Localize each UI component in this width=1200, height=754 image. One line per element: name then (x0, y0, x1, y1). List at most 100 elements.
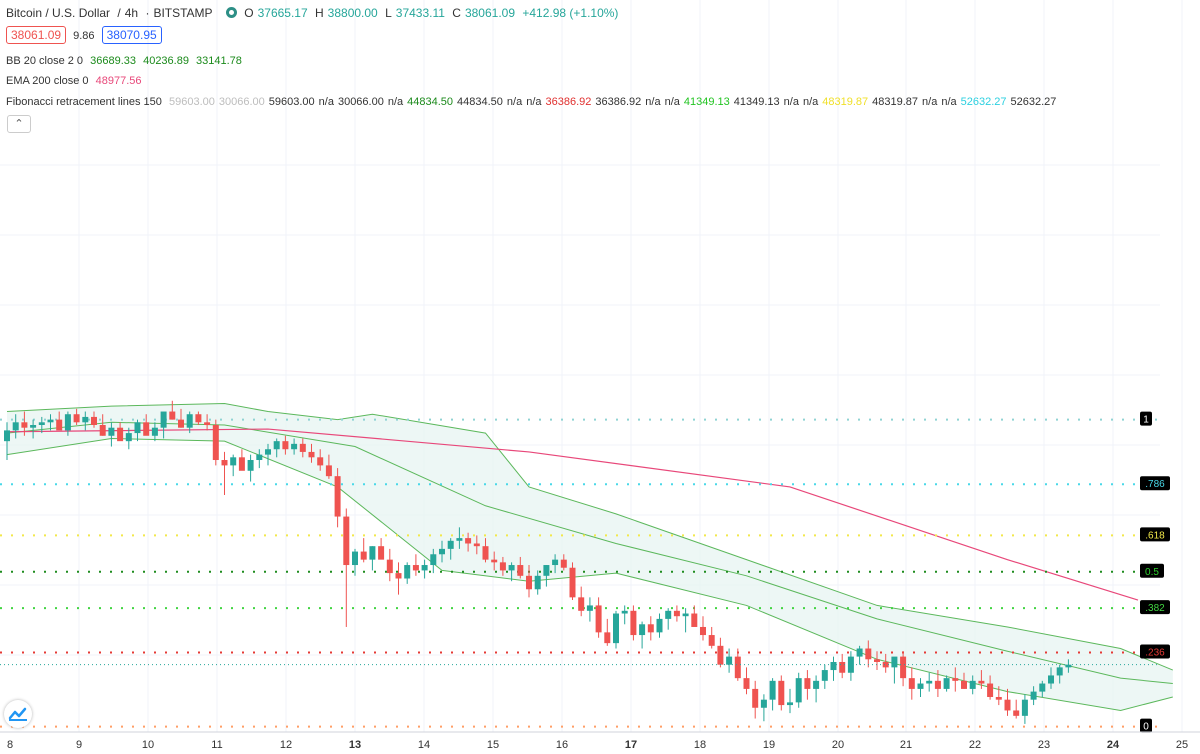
candle-body (82, 416, 89, 423)
candle-body (917, 683, 924, 689)
ema-line (6, 428, 1139, 601)
candle-body (987, 683, 994, 697)
x-tick-label: 11 (211, 739, 222, 751)
eye-icon[interactable] (225, 7, 237, 18)
candle-body (439, 548, 445, 555)
candle-body (821, 670, 828, 681)
ohlc: O 37665.17 H 38800.00 L 37433.11 C 38061.09 … (244, 6, 619, 20)
open-value: 37665.17 (257, 6, 308, 20)
candle-body (700, 626, 706, 636)
x-tick-label: 17 (625, 739, 637, 751)
candle-body (856, 648, 863, 657)
candle-body (91, 416, 97, 425)
fib-legend-value: 59603.00 (168, 96, 215, 108)
candle-body (595, 605, 602, 633)
candle-body (613, 613, 619, 644)
fib-level-tag (1140, 718, 1152, 733)
candle-body (412, 565, 419, 571)
fib-label: Fibonacci retracement lines 150 (6, 96, 162, 108)
candle-body (656, 618, 663, 633)
candle-body (839, 661, 846, 673)
x-tick-label: 22 (969, 739, 981, 751)
fib-legend-value: 48319.87 (822, 96, 869, 108)
fib-legend: Fibonacci retracement lines 150 59603.00… (6, 96, 1064, 108)
candle-body (969, 680, 976, 689)
candle-body (386, 559, 393, 574)
bid-price-box[interactable]: 38061.09 (6, 26, 67, 44)
candle-body (12, 422, 19, 431)
x-tick-label: 15 (487, 739, 499, 751)
x-tick-label: 13 (349, 739, 361, 751)
candle-body (734, 656, 741, 679)
candle-body (578, 597, 585, 611)
candle-body (195, 414, 202, 423)
candle-body (256, 454, 263, 461)
candle-body (882, 661, 889, 668)
x-tick-label: 14 (418, 739, 430, 751)
candle-body (560, 559, 567, 568)
fib-level-tag (1140, 527, 1170, 542)
price-boxes: 38061.09 9.86 38070.95 (6, 26, 166, 44)
candle-body (769, 680, 776, 700)
fib-level-label: 0.5 (1145, 567, 1159, 578)
candle-body (708, 635, 715, 646)
candle-body (830, 661, 837, 671)
bb-value-2: 40236.89 (143, 55, 189, 67)
candle-body (430, 554, 437, 566)
fib-level-label: .236 (1145, 648, 1165, 659)
candle-body (395, 573, 402, 579)
collapse-legend-button[interactable]: ⌃ (7, 115, 31, 133)
candle-body (247, 460, 254, 471)
fib-legend-value: n/a (645, 96, 661, 108)
candle-body (543, 565, 550, 576)
candle-body (795, 678, 802, 703)
fib-legend-value: 36386.92 (595, 96, 642, 108)
candle-body (151, 427, 158, 436)
candle-body (961, 680, 967, 689)
ask-price-box[interactable]: 38070.95 (101, 26, 162, 44)
candle-body (621, 610, 628, 614)
candle-body (143, 422, 150, 436)
x-tick-label: 9 (76, 739, 82, 751)
low-value: 37433.11 (395, 6, 445, 20)
candle-body (456, 538, 463, 541)
candle-body (847, 656, 854, 673)
fib-legend-value: 30066.00 (337, 96, 384, 108)
candle-body (499, 562, 506, 571)
candle-body (952, 678, 959, 681)
candle-body (691, 613, 698, 627)
fib-level-tag (1140, 644, 1170, 659)
fib-legend-value: 52632.27 (960, 96, 1007, 108)
fib-legend-value: 36386.92 (545, 96, 592, 108)
candle-body (465, 538, 472, 544)
x-tick-label: 25 (1176, 739, 1188, 751)
candle-body (30, 425, 37, 428)
candle-body (900, 656, 907, 679)
x-tick-label: 20 (832, 739, 844, 751)
candle-body (943, 678, 950, 689)
candle-body (517, 565, 524, 576)
fib-level-label: .618 (1145, 530, 1165, 541)
candle-body (325, 465, 332, 477)
candle-body (360, 551, 367, 560)
candle-body (204, 422, 211, 425)
x-tick-label: 18 (694, 739, 706, 751)
candle-body (569, 567, 576, 598)
candle-body (1004, 699, 1011, 711)
fib-values: 59603.00 30066.00 59603.00 n/a 30066.00 n/a 44… (169, 96, 1060, 108)
fib-legend-value: 48319.87 (872, 96, 919, 108)
candle-body (778, 680, 785, 706)
candle-body (265, 449, 271, 455)
candle-body (447, 540, 454, 549)
fib-legend-value: 59603.00 (268, 96, 315, 108)
x-tick-label: 12 (280, 739, 292, 751)
tradingview-logo-icon[interactable] (4, 700, 32, 728)
fib-legend-value: n/a (802, 96, 819, 108)
candle-body (743, 678, 750, 689)
fib-legend-value: 52632.27 (1010, 96, 1057, 108)
fib-level-tag (1140, 411, 1152, 426)
candle-body (1056, 667, 1063, 676)
candle-body (526, 575, 532, 590)
candle-body (421, 565, 428, 571)
